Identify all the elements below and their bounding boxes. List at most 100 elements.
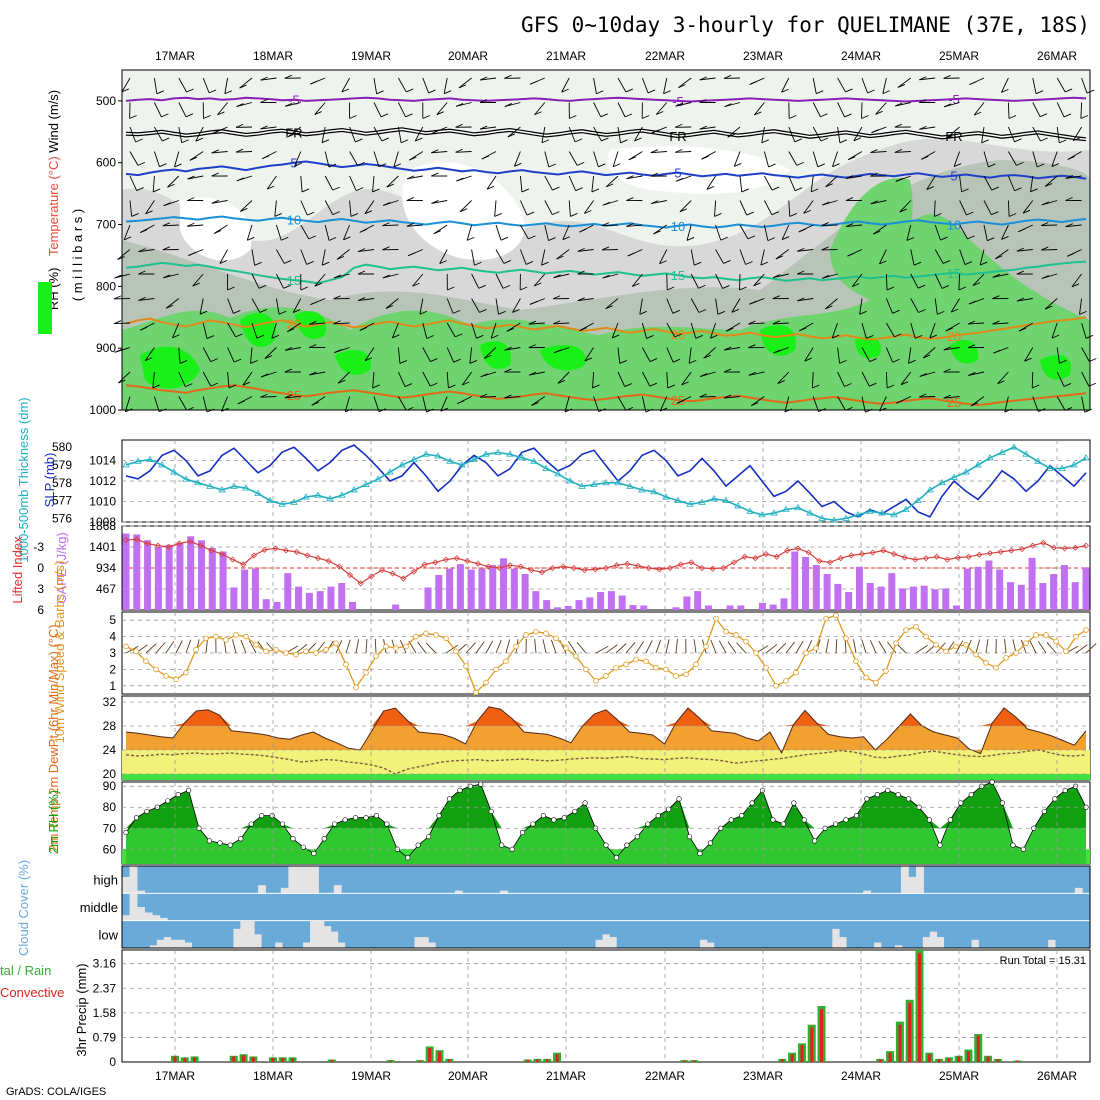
cape-bar — [122, 533, 130, 610]
wind-barb-flag — [350, 213, 359, 217]
thickness-point — [518, 454, 526, 461]
wind-barb-shaft — [763, 151, 770, 168]
wind-barb-shaft — [659, 396, 668, 412]
wind-barb-flag — [699, 393, 707, 398]
top-date-label: 18MAR — [253, 49, 293, 63]
wind-barb-flag — [140, 229, 148, 233]
wind-barb-flag — [646, 335, 654, 339]
wind-barb-flag — [601, 246, 610, 251]
wind-barb-flag — [239, 84, 247, 89]
contour-label: FR — [669, 129, 686, 144]
cloud-bar-high — [333, 885, 342, 894]
wind-barb-shaft — [199, 298, 204, 315]
li-line — [125, 538, 1087, 585]
wind-speed-point — [593, 678, 599, 684]
precip-tick-label: 2.37 — [93, 981, 117, 995]
wind-barb-flag — [301, 188, 310, 193]
temp-area-fill — [126, 706, 1086, 754]
wind-speed-point — [513, 643, 519, 650]
wind-barb-flag — [723, 74, 732, 79]
rh-point — [853, 813, 860, 819]
wind-barb-shaft — [679, 200, 692, 213]
wind-barb-flag — [139, 326, 148, 331]
precip-convective-bar — [800, 1044, 804, 1062]
wind-barb-flag — [672, 358, 681, 363]
wind-barb-shaft — [812, 151, 819, 167]
top-date-label: 23MAR — [743, 49, 783, 63]
wind-barb-shaft — [314, 273, 326, 287]
wind-barb-flag — [310, 80, 318, 85]
slp-tick-label: 1008 — [89, 515, 116, 529]
cape-bar — [1028, 557, 1036, 610]
rh-point — [572, 808, 578, 815]
wind-barb-shaft — [810, 175, 814, 192]
li-tick-label: 0 — [37, 561, 44, 575]
wind-barb-shaft — [264, 347, 277, 359]
li-tick-label: 6 — [37, 603, 44, 617]
wind-barb-shaft — [117, 249, 131, 260]
wind-speed-point — [153, 666, 159, 673]
cape-bar — [1006, 582, 1014, 610]
wind-barb-shaft — [663, 77, 668, 94]
wind-barb — [1029, 640, 1037, 654]
top-date-label: 21MAR — [546, 49, 586, 63]
cloud-bar-low — [330, 931, 339, 948]
wind-barb-flag — [628, 156, 636, 161]
wind-barb-shaft — [138, 298, 155, 301]
thickness-point — [278, 500, 286, 507]
wind-tick-label: 2 — [109, 662, 116, 676]
wind-barb-shaft — [777, 371, 790, 384]
wind-barb-flag — [174, 163, 182, 168]
wind-barb-flag — [947, 133, 955, 138]
wind-barb-flag — [213, 230, 222, 234]
cape-bar — [543, 600, 551, 610]
rh-point — [217, 840, 223, 846]
rh-point — [843, 817, 849, 823]
wind-barb-flag — [941, 285, 950, 289]
thickness-point — [614, 479, 622, 486]
cloud-bar-low — [156, 939, 165, 948]
wind-barb-shaft — [227, 322, 236, 338]
thickness-point — [830, 516, 838, 523]
li-point — [325, 557, 332, 565]
rh-region — [335, 350, 371, 375]
thickness-point — [638, 486, 646, 493]
wind-speed-point — [813, 645, 819, 651]
wind-barb-flag — [686, 237, 695, 241]
rh-point — [613, 855, 620, 861]
li-tick-label: 3 — [37, 582, 44, 596]
thickness-point — [170, 468, 178, 475]
thickness-point — [1034, 457, 1042, 464]
wind-speed-point — [713, 615, 719, 622]
thickness-point — [206, 482, 214, 489]
wind-barb-shaft — [553, 322, 570, 325]
li-point — [677, 561, 684, 568]
precip-convective-bar — [281, 1057, 285, 1062]
wind-barb-shaft — [748, 322, 765, 325]
wind-barb — [727, 641, 737, 654]
wind-barb-flag — [1014, 187, 1022, 192]
thickness-point — [626, 482, 634, 489]
wind-barb-shaft — [1008, 151, 1017, 166]
wind-barb-flag — [722, 285, 730, 289]
wind-barb-shaft — [466, 224, 473, 241]
wind-barb-flag — [187, 197, 195, 202]
wind-barb-shaft — [861, 371, 870, 387]
li-point — [965, 553, 972, 560]
wind-barb-flag — [822, 201, 830, 206]
wind-barb — [615, 643, 627, 654]
wind-barb — [355, 639, 360, 654]
wind-barb-shaft — [436, 102, 448, 115]
li-point — [720, 564, 727, 572]
wind-barb-flag — [600, 113, 608, 118]
wind-barb-shaft — [861, 77, 868, 94]
li-point — [1072, 544, 1079, 551]
wind-barb-shaft — [373, 77, 378, 94]
wind-barb-flag — [695, 334, 703, 339]
thickness-point — [554, 470, 562, 477]
wind-barb-flag — [1051, 163, 1060, 167]
cape-bar — [985, 560, 993, 610]
thickness-point — [770, 509, 778, 516]
wind-barb-shaft — [1056, 77, 1066, 93]
wind-barb-flag — [626, 223, 634, 227]
